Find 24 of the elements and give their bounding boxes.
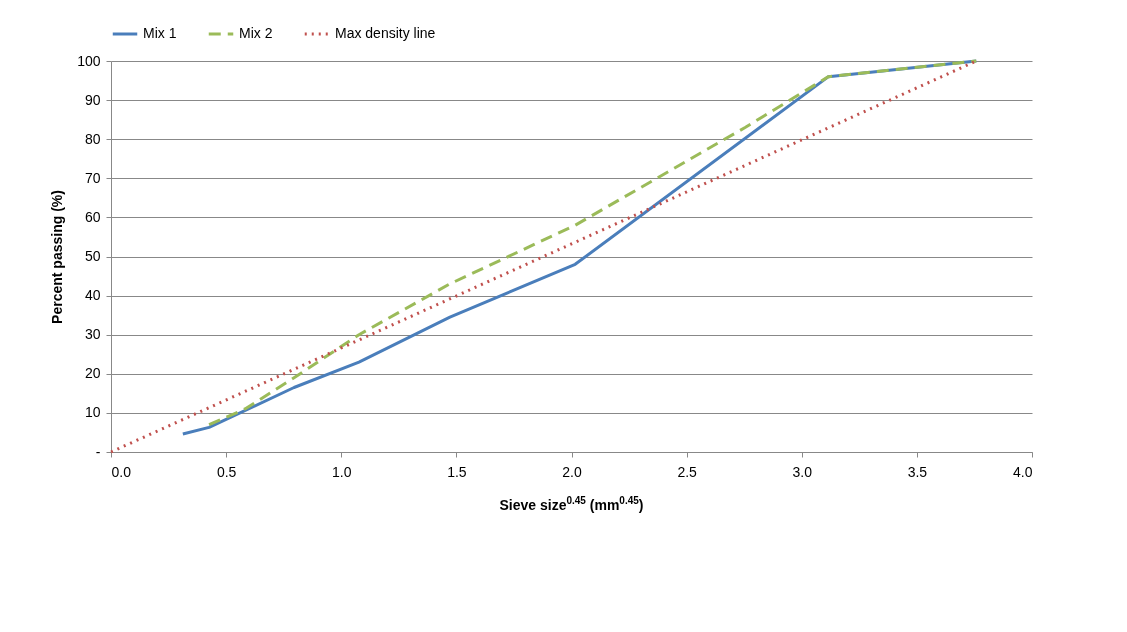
y-tick-label: 20 xyxy=(84,365,101,382)
x-tick-label: 2.0 xyxy=(562,463,582,480)
y-tick-label: 50 xyxy=(84,248,101,264)
y-tick-label: 60 xyxy=(84,208,101,225)
x-tick-label: 2.5 xyxy=(677,463,698,480)
legend-label: Mix 2 xyxy=(239,25,273,41)
x-tick-label: 3.5 xyxy=(907,463,928,480)
y-tick-label: 100 xyxy=(77,52,101,69)
y-tick-label: 80 xyxy=(84,130,101,147)
y-tick-label: 70 xyxy=(84,169,101,186)
legend-label: Max density line xyxy=(335,25,436,41)
x-tick-label: 1.0 xyxy=(332,463,352,480)
y-tick-label: 40 xyxy=(84,287,101,304)
x-tick-label: 4.0 xyxy=(1013,463,1033,480)
y-tick-label: 90 xyxy=(84,91,101,108)
x-tick-label: 3.0 xyxy=(792,463,813,480)
x-tick-label: 0.5 xyxy=(216,463,237,480)
y-tick-label: 30 xyxy=(84,326,101,343)
x-tick-label: 1.5 xyxy=(447,463,467,480)
y-tick-label: 10 xyxy=(84,404,101,421)
x-tick-label: 0.0 xyxy=(111,463,132,480)
y-axis-title: Percent passing (%) xyxy=(49,190,66,324)
y-tick-label: - xyxy=(95,443,101,460)
legend-label: Mix 1 xyxy=(143,25,177,41)
